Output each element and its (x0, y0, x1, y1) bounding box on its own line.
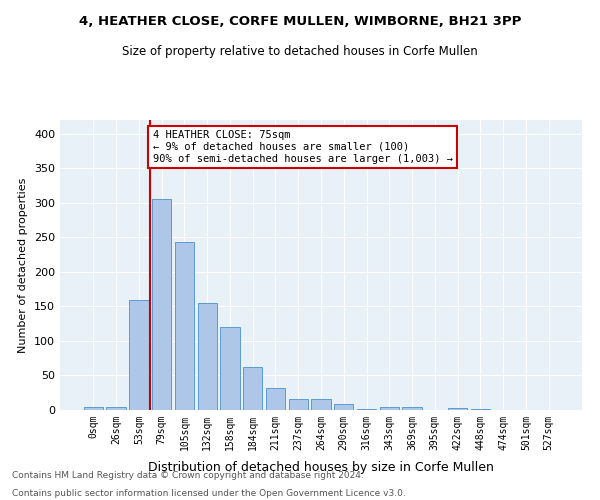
Bar (334, 404, 353, 410)
Text: Contains HM Land Registry data © Crown copyright and database right 2024.: Contains HM Land Registry data © Crown c… (12, 471, 364, 480)
Bar (106, 407, 126, 410)
Bar (448, 408, 467, 410)
Bar (129, 300, 149, 410)
Bar (175, 242, 194, 410)
Bar (289, 399, 308, 410)
Text: 4, HEATHER CLOSE, CORFE MULLEN, WIMBORNE, BH21 3PP: 4, HEATHER CLOSE, CORFE MULLEN, WIMBORNE… (79, 15, 521, 28)
Bar (84, 407, 103, 410)
Text: Contains public sector information licensed under the Open Government Licence v3: Contains public sector information licen… (12, 488, 406, 498)
Bar (152, 198, 172, 410)
Bar (243, 367, 262, 410)
Bar (403, 407, 422, 410)
Bar (357, 408, 376, 410)
Bar (197, 303, 217, 410)
Bar (311, 399, 331, 410)
Bar (470, 408, 490, 410)
Text: Size of property relative to detached houses in Corfe Mullen: Size of property relative to detached ho… (122, 45, 478, 58)
Text: 4 HEATHER CLOSE: 75sqm
← 9% of detached houses are smaller (100)
90% of semi-det: 4 HEATHER CLOSE: 75sqm ← 9% of detached … (152, 130, 452, 164)
Bar (380, 407, 399, 410)
Y-axis label: Number of detached properties: Number of detached properties (19, 178, 28, 352)
Bar (220, 327, 239, 410)
X-axis label: Distribution of detached houses by size in Corfe Mullen: Distribution of detached houses by size … (148, 461, 494, 474)
Bar (266, 388, 285, 410)
